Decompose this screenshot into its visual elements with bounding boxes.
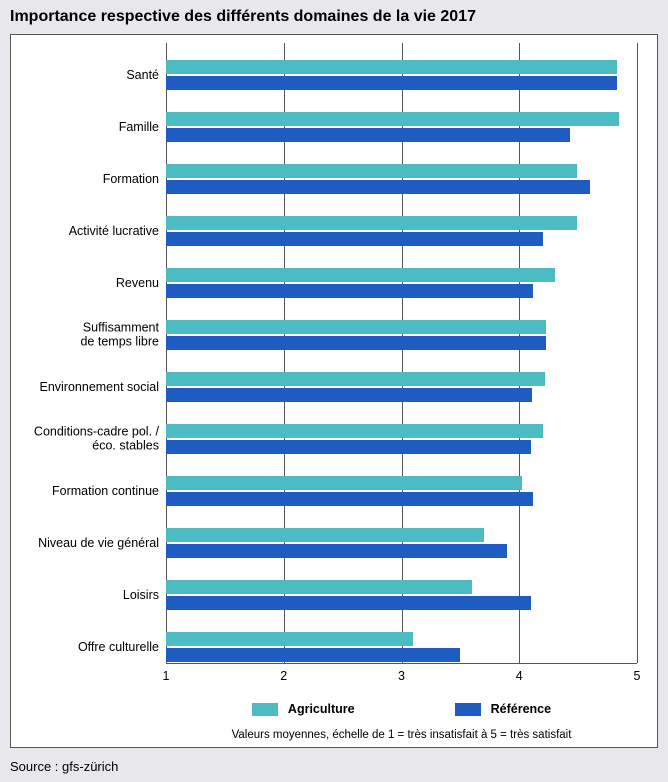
chart-footnote: Valeurs moyennes, échelle de 1 = très in… xyxy=(166,729,637,741)
bar-agriculture xyxy=(166,580,472,594)
bar-agriculture xyxy=(166,424,543,438)
bar-reference xyxy=(166,596,531,610)
bar-agriculture xyxy=(166,164,577,178)
source-label: Source : gfs-zürich xyxy=(10,759,118,774)
bar-reference xyxy=(166,232,543,246)
category-label: Formation continue xyxy=(11,484,159,498)
bar-agriculture xyxy=(166,528,484,542)
x-tick-label: 2 xyxy=(280,669,287,683)
bar-reference xyxy=(166,284,533,298)
chart-title: Importance respective des différents dom… xyxy=(0,0,668,32)
category-label: Activité lucrative xyxy=(11,224,159,238)
x-axis: 12345 xyxy=(166,663,637,687)
category-label: Offre culturelle xyxy=(11,640,159,654)
bar-agriculture xyxy=(166,112,619,126)
bar-reference xyxy=(166,180,590,194)
plot-area xyxy=(166,43,637,663)
bar-reference xyxy=(166,648,460,662)
legend-swatch xyxy=(252,703,278,716)
bar-agriculture xyxy=(166,268,555,282)
legend: Agriculture Référence xyxy=(166,697,637,721)
category-label: Loisirs xyxy=(11,588,159,602)
legend-label: Référence xyxy=(491,702,551,716)
bar-agriculture xyxy=(166,372,545,386)
legend-label: Agriculture xyxy=(288,702,355,716)
x-tick-label: 1 xyxy=(163,669,170,683)
bar-agriculture xyxy=(166,320,546,334)
category-label: Formation xyxy=(11,172,159,186)
gridline xyxy=(637,43,638,663)
bar-reference xyxy=(166,388,532,402)
category-label: Santé xyxy=(11,68,159,82)
x-tick-label: 3 xyxy=(398,669,405,683)
x-tick-label: 4 xyxy=(516,669,523,683)
bar-agriculture xyxy=(166,476,522,490)
x-tick-label: 5 xyxy=(634,669,641,683)
chart-frame: 1 2 3 4 5 Agriculture Référence Valeurs moyen… xyxy=(10,34,658,748)
category-label: Environnement social xyxy=(11,380,159,394)
category-label: Suffisammentde temps libre xyxy=(11,321,159,350)
bar-reference xyxy=(166,128,570,142)
category-label: Famille xyxy=(11,120,159,134)
bar-reference xyxy=(166,492,533,506)
category-label: Conditions-cadre pol. /éco. stables xyxy=(11,425,159,454)
legend-swatch xyxy=(455,703,481,716)
bar-agriculture xyxy=(166,632,413,646)
legend-item: Référence xyxy=(455,702,551,716)
legend-item: Agriculture xyxy=(252,702,355,716)
bar-reference xyxy=(166,336,546,350)
bar-reference xyxy=(166,76,617,90)
bar-reference xyxy=(166,440,531,454)
bar-reference xyxy=(166,544,507,558)
chart-container: Importance respective des différents dom… xyxy=(0,0,668,782)
category-label: Revenu xyxy=(11,276,159,290)
bar-agriculture xyxy=(166,60,617,74)
bar-agriculture xyxy=(166,216,577,230)
category-label: Niveau de vie général xyxy=(11,536,159,550)
